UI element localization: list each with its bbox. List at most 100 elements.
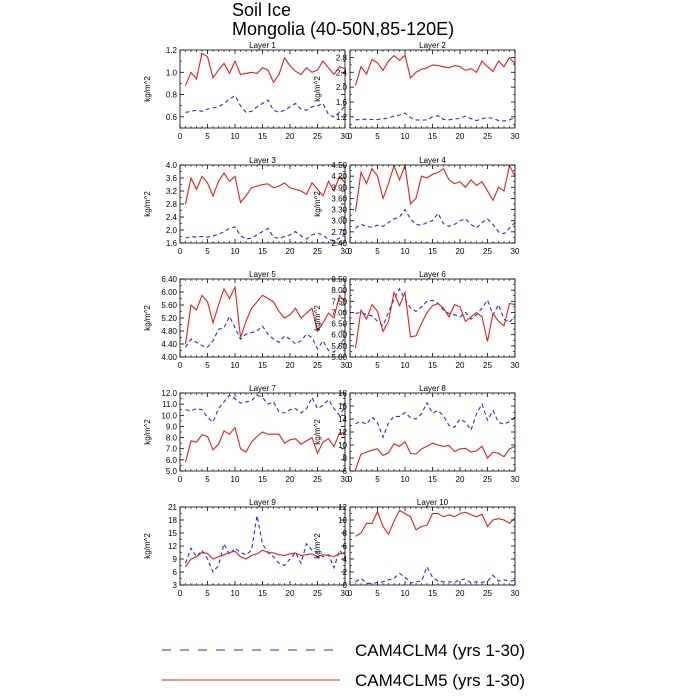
y-tick-label: 1.6	[166, 239, 178, 248]
y-tick-label: 12	[338, 428, 347, 437]
y-tick-label: 6	[343, 467, 348, 476]
panel-title: Layer 9	[249, 498, 276, 507]
y-tick-label: 4.40	[161, 340, 177, 349]
panel-title: Layer 3	[249, 156, 276, 165]
x-tick-label: 10	[231, 132, 240, 141]
x-tick-label: 20	[456, 475, 465, 484]
x-tick-label: 10	[231, 589, 240, 598]
x-tick-label: 25	[313, 361, 322, 370]
y-tick-label: 2.0	[336, 83, 348, 92]
x-tick-label: 30	[341, 132, 350, 141]
panel-title: Layer 5	[249, 270, 276, 279]
panel-title: Layer 1	[249, 41, 276, 50]
series-line-clm5	[355, 509, 516, 537]
x-tick-label: 30	[511, 132, 520, 141]
x-tick-label: 10	[401, 589, 410, 598]
series-line-clm4	[185, 226, 346, 241]
y-axis-label: kg/m^2	[143, 305, 152, 331]
y-tick-label: 4.50	[331, 161, 347, 170]
x-tick-label: 0	[178, 475, 183, 484]
x-tick-label: 5	[205, 361, 210, 370]
x-tick-label: 5	[375, 247, 380, 256]
series-line-clm4	[185, 94, 346, 118]
y-tick-label: 7.50	[331, 297, 347, 306]
x-tick-label: 20	[456, 589, 465, 598]
series-line-clm4	[355, 565, 516, 585]
y-tick-label: 12	[338, 503, 347, 512]
y-tick-label: 6.00	[331, 331, 347, 340]
x-tick-label: 15	[258, 589, 267, 598]
x-tick-label: 30	[511, 247, 520, 256]
series-line-clm5	[185, 549, 346, 568]
y-tick-label: 4.80	[161, 327, 177, 336]
y-tick-label: 12	[168, 542, 177, 551]
series-line-clm4	[355, 208, 516, 235]
y-tick-label: 3	[173, 581, 178, 590]
x-tick-label: 25	[483, 475, 492, 484]
y-tick-label: 5.50	[331, 342, 347, 351]
y-tick-label: 6.0	[166, 456, 178, 465]
x-tick-label: 10	[401, 361, 410, 370]
y-tick-label: 3.00	[331, 217, 347, 226]
y-tick-label: 1.0	[166, 68, 178, 77]
series-line-clm5	[184, 52, 346, 86]
x-tick-label: 25	[313, 589, 322, 598]
y-tick-label: 21	[168, 503, 177, 512]
x-tick-label: 0	[178, 589, 183, 598]
y-tick-label: 11.0	[162, 400, 178, 409]
x-tick-label: 15	[428, 589, 437, 598]
x-tick-label: 10	[231, 247, 240, 256]
x-tick-label: 15	[428, 247, 437, 256]
x-tick-label: 20	[456, 132, 465, 141]
panel-title: Layer 10	[417, 498, 449, 507]
x-tick-label: 25	[313, 247, 322, 256]
x-tick-label: 5	[205, 132, 210, 141]
series-line-clm4	[355, 401, 516, 439]
y-axis-label: kg/m^2	[313, 191, 322, 217]
series-line-clm5	[184, 285, 346, 345]
x-tick-label: 15	[258, 475, 267, 484]
x-tick-label: 30	[341, 475, 350, 484]
y-tick-label: 6	[343, 542, 348, 551]
y-tick-label: 18	[168, 516, 177, 525]
panel-layer-7: Layer 7 kg/m^2 0 5 10 15 20 25 30 5.0 6.0 7.0 8.0 9.0…	[143, 384, 350, 484]
panel-title: Layer 7	[249, 384, 276, 393]
x-tick-label: 10	[401, 475, 410, 484]
y-tick-label: 10	[338, 441, 347, 450]
x-tick-label: 15	[428, 475, 437, 484]
panel-layer-2: Layer 2 kg/m^2 0 5 10 15 20 25 30 1.2 1.6 2.0 2.4 2.8	[313, 41, 520, 141]
y-tick-label: 6	[173, 568, 178, 577]
x-tick-label: 25	[483, 247, 492, 256]
y-tick-label: 0.8	[166, 91, 178, 100]
y-axis-label: kg/m^2	[313, 76, 322, 102]
y-tick-label: 0.6	[166, 113, 178, 122]
y-tick-label: 4.0	[166, 161, 178, 170]
y-tick-label: 18	[338, 389, 347, 398]
y-tick-label: 2.0	[166, 226, 178, 235]
y-tick-label: 8.00	[331, 286, 347, 295]
panel-layer-5: Layer 5 kg/m^2 0 5 10 15 20 25 30 4.00 4.40 4.80 5.2…	[143, 270, 350, 370]
x-tick-label: 15	[428, 361, 437, 370]
y-tick-label: 8.0	[166, 434, 178, 443]
x-tick-label: 25	[313, 475, 322, 484]
x-tick-label: 0	[348, 361, 353, 370]
y-tick-label: 6.00	[161, 288, 177, 297]
figure-title-line1: Soil Ice	[232, 0, 292, 20]
y-axis-label: kg/m^2	[143, 191, 152, 217]
y-tick-label: 5.0	[166, 467, 178, 476]
x-tick-label: 5	[375, 361, 380, 370]
x-tick-label: 25	[483, 589, 492, 598]
x-tick-label: 30	[341, 589, 350, 598]
x-tick-label: 20	[456, 361, 465, 370]
chart-legend: CAM4CLM4 (yrs 1-30) CAM4CLM5 (yrs 1-30)	[162, 641, 525, 690]
y-axis-label: kg/m^2	[313, 305, 322, 331]
panel-title: Layer 2	[419, 41, 446, 50]
x-tick-label: 0	[348, 589, 353, 598]
y-axis-label: kg/m^2	[143, 76, 152, 102]
y-tick-label: 7.0	[166, 445, 178, 454]
x-tick-label: 10	[401, 247, 410, 256]
x-tick-label: 0	[178, 247, 183, 256]
chart-panels: Layer 1kg/m^20 5 10 15 20 25 300.60.81.01.2Lay…	[143, 41, 520, 598]
